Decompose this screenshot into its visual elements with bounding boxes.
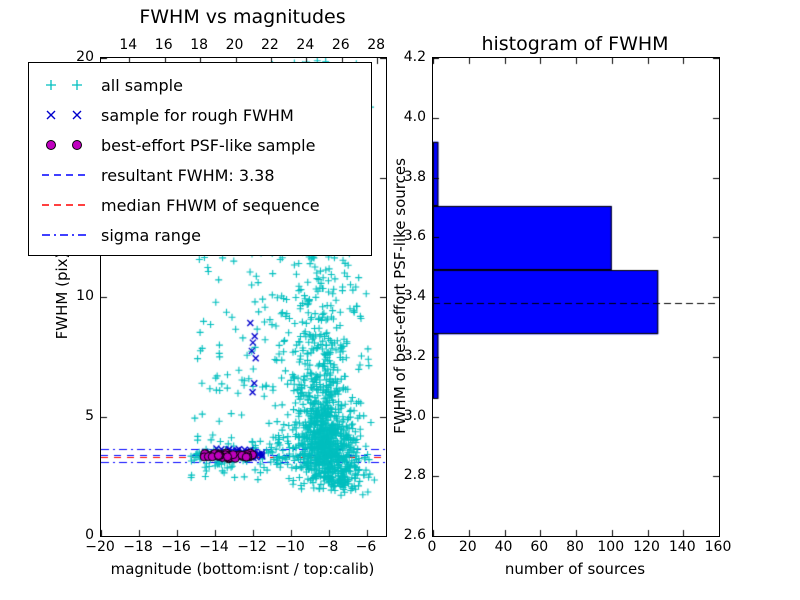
tick-label: 2.8 [403, 467, 426, 484]
legend-item: sample for rough FWHM [39, 100, 371, 130]
tick-label: −12 [237, 539, 267, 555]
tick-label: −16 [161, 539, 191, 555]
plus-marker-icon [39, 75, 91, 95]
legend-item: best-effort PSF-like sample [39, 130, 371, 160]
histogram-canvas [433, 58, 719, 536]
tick-label: 0 [85, 527, 94, 543]
tick-label: 28 [367, 37, 386, 53]
tick-label: 80 [566, 539, 584, 555]
histogram-ylabel: FWHM of best-effort PSF-like sources [391, 158, 409, 434]
tick-label: 140 [668, 539, 696, 555]
scatter-ylabel: FWHM (pix) [53, 252, 71, 340]
tick-label: 22 [261, 37, 279, 53]
legend-item: resultant FWHM: 3.38 [39, 160, 371, 190]
legend-item: all sample [39, 70, 371, 100]
tick-label: 60 [530, 539, 549, 555]
legend-label: sigma range [101, 225, 201, 245]
tick-label: 120 [633, 539, 660, 555]
tick-label: 26 [331, 37, 350, 53]
tick-label: 40 [494, 539, 513, 555]
histogram-plot-area [432, 57, 720, 537]
tick-label: 10 [76, 288, 94, 304]
tick-label: 16 [154, 37, 173, 53]
scatter-xlabel: magnitude (bottom:isnt / top:calib) [110, 560, 375, 578]
dashdot-line-icon [39, 225, 91, 245]
histogram-xlabel: number of sources [504, 560, 646, 578]
tick-label: 20 [458, 539, 477, 555]
legend-item: sigma range [39, 220, 371, 250]
tick-label: 4.2 [403, 49, 426, 65]
tick-label: 100 [597, 539, 625, 555]
scatter-title: FWHM vs magnitudes [139, 6, 346, 28]
legend-label: median FHWM of sequence [101, 195, 320, 215]
legend: all sample sample for rough FWHM best-effo… [28, 62, 372, 256]
tick-label: 14 [119, 37, 138, 53]
dashed-line-icon [39, 165, 91, 185]
tick-label: 2.6 [403, 527, 426, 543]
tick-label: 20 [225, 37, 244, 53]
tick-label: 5 [85, 407, 94, 424]
tick-label: −14 [199, 539, 229, 555]
legend-label: sample for rough FWHM [101, 105, 294, 125]
tick-label: 24 [296, 37, 315, 53]
legend-label: all sample [101, 75, 183, 95]
circle-marker-icon [39, 135, 91, 155]
x-marker-icon [39, 105, 91, 125]
legend-item: median FHWM of sequence [39, 190, 371, 220]
tick-label: −18 [123, 539, 153, 555]
dashed-line-icon [39, 195, 91, 215]
tick-label: −20 [85, 539, 115, 555]
tick-label: 160 [704, 539, 732, 555]
histogram-title: histogram of FWHM [481, 33, 669, 55]
tick-label: 4.0 [403, 108, 426, 125]
tick-label: −8 [317, 539, 339, 555]
tick-label: −10 [275, 539, 305, 555]
tick-label: 0 [427, 539, 437, 555]
legend-label: best-effort PSF-like sample [101, 135, 316, 155]
legend-label: resultant FWHM: 3.38 [101, 165, 275, 185]
tick-label: −6 [355, 539, 377, 555]
tick-label: 18 [190, 37, 209, 53]
